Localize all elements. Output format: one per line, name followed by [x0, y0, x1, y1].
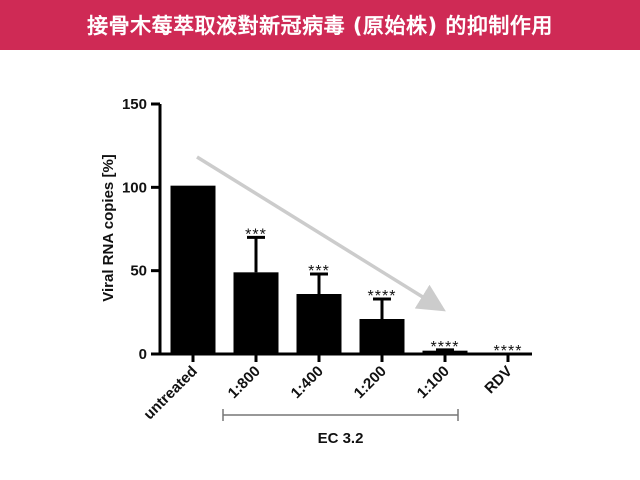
title-banner: 接骨木莓萃取液對新冠病毒 (原始株) 的抑制作用: [0, 0, 640, 50]
x-tick-label: 1:100: [414, 363, 453, 402]
axes: [151, 102, 532, 421]
y-tick-label: 50: [130, 263, 147, 280]
y-tick-label: 100: [122, 179, 147, 196]
x-tick-label: RDV: [481, 363, 515, 397]
bar: [233, 272, 279, 354]
x-tick-label: 1:800: [225, 363, 264, 402]
significance-label: ***: [245, 226, 267, 243]
banner-title: 接骨木莓萃取液對新冠病毒 (原始株) 的抑制作用: [87, 14, 553, 38]
y-tick-label: 150: [122, 96, 147, 113]
group-bracket-label: EC 3.2: [318, 430, 364, 447]
bars: [170, 185, 468, 354]
significance-label: ****: [494, 343, 523, 360]
x-tick-label: untreated: [140, 363, 200, 423]
bar: [422, 350, 468, 354]
x-tick-label: 1:400: [288, 363, 327, 402]
bar: [359, 319, 405, 354]
significance-label: ****: [431, 339, 460, 356]
y-tick-label: 0: [139, 346, 147, 363]
x-tick-label: 1:200: [351, 363, 390, 402]
bar: [296, 294, 342, 354]
y-axis-title: Viral RNA copies [%]: [100, 154, 117, 302]
bar: [170, 185, 216, 354]
trend-arrow: [196, 155, 446, 312]
significance-label: ****: [368, 288, 397, 305]
significance-label: ***: [308, 263, 330, 280]
